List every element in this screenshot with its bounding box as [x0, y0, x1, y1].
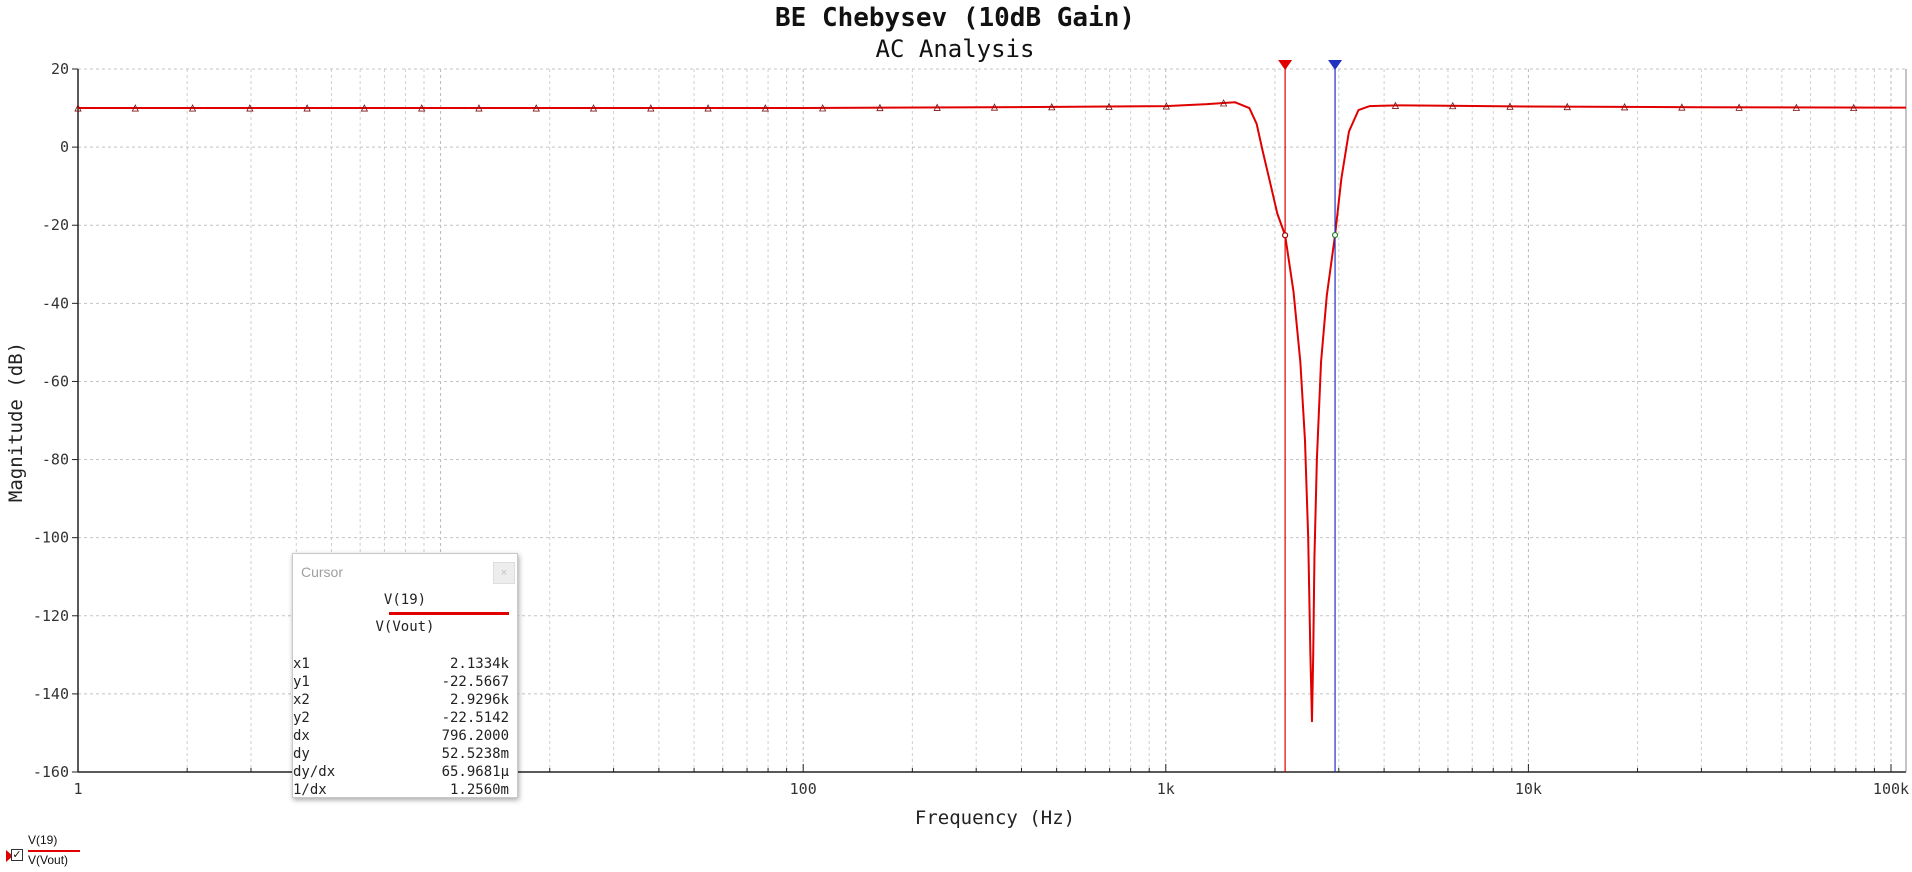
series-point-marker [647, 104, 655, 112]
series-point-marker [246, 104, 254, 112]
y-tick-label: -160 [33, 763, 69, 781]
cursor-layer[interactable] [1278, 60, 1343, 772]
series-point-marker [1506, 102, 1514, 110]
readout-label: dy [293, 746, 310, 762]
y-tick-label: -80 [42, 451, 69, 469]
series-point-marker [1162, 102, 1170, 110]
series-point-marker [303, 104, 311, 112]
y-tick-label: -140 [33, 685, 69, 703]
y-tick-label: -120 [33, 607, 69, 625]
legend: V(19) ✓ V(Vout) [0, 830, 120, 872]
readout-value: 2.9296k [449, 692, 509, 708]
x-tick-label: 100k [1873, 780, 1909, 798]
readout-label: 1/dx [293, 782, 327, 798]
series-point-marker [1048, 103, 1056, 111]
y-tick-label: -20 [42, 216, 69, 234]
series-point-marker [74, 104, 82, 112]
legend-swatch [28, 850, 80, 852]
series-line [78, 101, 1906, 723]
series-point-marker [1449, 101, 1457, 110]
readout-value: -22.5667 [441, 674, 509, 690]
series-point-marker [1563, 102, 1571, 111]
y-tick-label: 0 [60, 138, 69, 156]
x-tick-label: 100 [790, 780, 817, 798]
y-tick-label: -40 [42, 294, 69, 312]
series-point-marker [1792, 103, 1801, 111]
readout-value: 2.1334k [449, 656, 509, 672]
cursor-1-point [1282, 232, 1289, 239]
readout-value: -22.5142 [441, 710, 509, 726]
cursor-trace-bottom: V(Vout) [375, 619, 435, 635]
series-point-marker [933, 103, 941, 111]
readout-label: y2 [293, 710, 310, 726]
legend-label-bottom: V(Vout) [28, 853, 69, 867]
series-point-marker [1391, 101, 1400, 109]
readout-row-inv-dx: 1/dx 1.2560m [293, 781, 509, 799]
series-point-marker [418, 104, 426, 112]
legend-checkbox[interactable]: ✓ [11, 848, 23, 861]
y-tick-labels: 20 0 -20 -40 -60 -80 -100 -120 -140 -160 [33, 60, 69, 781]
series-point-marker [188, 104, 197, 112]
y-tick-label: -100 [33, 529, 69, 547]
trace-marker-icon [6, 850, 13, 862]
chart-subtitle: AC Analysis [876, 35, 1035, 63]
y-axis-title: Magnitude (dB) [5, 342, 27, 502]
legend-label-top: V(19) [28, 833, 58, 847]
series-layer [74, 99, 1906, 723]
series-point-marker [1219, 99, 1228, 107]
readout-value: 796.2000 [441, 728, 509, 744]
cursor-2-point [1331, 231, 1339, 239]
readout-label: dx [293, 728, 310, 744]
series-point-marker [761, 104, 770, 112]
x-axis-title: Frequency (Hz) [915, 807, 1075, 829]
readout-label: y1 [293, 674, 310, 690]
cursor-1-handle-icon [1278, 60, 1293, 70]
series-point-marker [131, 104, 139, 112]
readout-row-y1: y1 -22.5667 [293, 673, 509, 691]
cursor-trace-line [389, 612, 509, 615]
series-point-marker [818, 104, 827, 112]
cursor-readout: x1 2.1334k y1 -22.5667 x2 2.9296k y2 -22.514… [293, 655, 509, 799]
series-point-marker [1850, 103, 1858, 111]
x-tick-labels: 1 100 1k 10k 100k [73, 780, 1909, 798]
readout-row-x1: x1 2.1334k [293, 655, 509, 673]
readout-row-x2: x2 2.9296k [293, 691, 509, 709]
series-point-marker [704, 104, 712, 112]
close-icon[interactable]: × [493, 562, 515, 584]
series-point-marker [589, 104, 598, 112]
readout-value: 65.9681μ [441, 764, 509, 780]
x-tick-label: 1 [73, 780, 82, 798]
readout-label: x1 [293, 656, 310, 672]
readout-value: 1.2560m [449, 782, 509, 798]
y-tick-label: 20 [51, 60, 69, 78]
series-point-marker [360, 104, 369, 112]
x-tick-label: 1k [1157, 780, 1175, 798]
x-tick-label: 10k [1515, 780, 1542, 798]
series-point-marker [1620, 103, 1629, 111]
y-tick-label: -60 [42, 372, 69, 390]
cursor-panel[interactable]: Cursor × V(19) V(Vout) x1 2.1334k y1 -22.5… [292, 553, 518, 798]
series-point-marker [475, 104, 483, 112]
chart-title: BE Chebysev (10dB Gain) [775, 3, 1135, 33]
cursor-panel-title: Cursor [301, 564, 344, 580]
readout-row-y2: y2 -22.5142 [293, 709, 509, 727]
series-point-marker [990, 103, 999, 111]
series-point-marker [532, 104, 540, 112]
series-point-marker [1105, 102, 1113, 110]
readout-label: x2 [293, 692, 310, 708]
readout-row-dy: dy 52.5238m [293, 745, 509, 763]
series-point-marker [876, 103, 884, 112]
series-point-marker [1678, 103, 1686, 111]
readout-row-dydx: dy/dx 65.9681μ [293, 763, 509, 781]
series-point-marker [1735, 103, 1743, 111]
cursor-trace-top: V(19) [383, 592, 427, 608]
readout-label: dy/dx [293, 764, 336, 780]
readout-value: 52.5238m [441, 746, 509, 762]
cursor-2-handle-icon [1328, 60, 1343, 70]
readout-row-dx: dx 796.2000 [293, 727, 509, 745]
